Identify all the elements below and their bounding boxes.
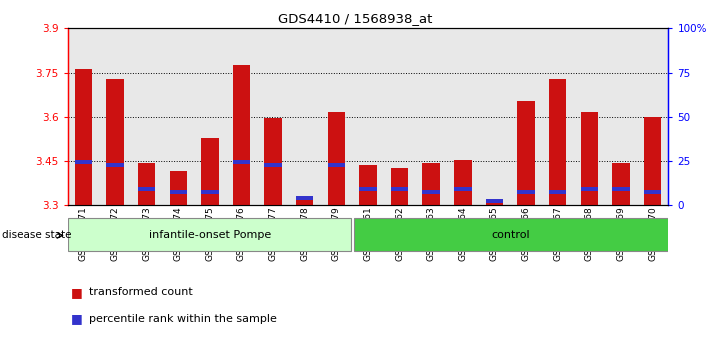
Bar	[518, 190, 535, 194]
Bar	[612, 162, 630, 205]
Bar	[581, 187, 598, 191]
Text: infantile-onset Pompe: infantile-onset Pompe	[149, 229, 271, 240]
Bar	[75, 160, 92, 164]
Bar	[549, 190, 567, 194]
Text: control: control	[491, 229, 530, 240]
Bar	[486, 201, 503, 205]
Bar	[257, 28, 289, 205]
Bar	[162, 28, 194, 205]
Bar	[479, 28, 510, 205]
Bar	[328, 163, 345, 167]
Text: percentile rank within the sample: percentile rank within the sample	[89, 314, 277, 324]
Bar	[359, 165, 377, 205]
Bar	[138, 163, 155, 205]
Text: disease state: disease state	[2, 230, 72, 240]
Bar	[359, 187, 377, 191]
Bar	[415, 28, 447, 205]
Bar	[422, 190, 440, 194]
Bar	[454, 187, 471, 191]
Bar	[68, 218, 351, 251]
Bar	[68, 28, 99, 205]
Bar	[296, 196, 314, 200]
Bar	[612, 187, 630, 191]
Bar	[391, 187, 408, 191]
Bar	[510, 28, 542, 205]
Bar	[321, 28, 352, 205]
Bar	[605, 28, 637, 205]
Bar	[289, 28, 321, 205]
Bar	[328, 112, 345, 205]
Bar	[518, 101, 535, 205]
Text: ■: ■	[71, 312, 83, 325]
Bar	[447, 28, 479, 205]
Bar	[581, 112, 598, 205]
Bar	[201, 190, 218, 194]
Text: ■: ■	[71, 286, 83, 298]
Bar	[131, 28, 162, 205]
Bar	[264, 163, 282, 167]
Text: GDS4410 / 1568938_at: GDS4410 / 1568938_at	[278, 12, 433, 25]
Bar	[384, 28, 415, 205]
Bar	[201, 138, 218, 205]
Bar	[542, 28, 574, 205]
Bar	[106, 79, 124, 205]
Bar	[225, 28, 257, 205]
Bar	[99, 28, 131, 205]
Bar	[75, 69, 92, 205]
Bar	[549, 79, 567, 205]
Bar	[352, 28, 384, 205]
Bar	[106, 163, 124, 167]
Bar	[454, 160, 471, 205]
Bar	[644, 190, 661, 194]
Bar	[169, 171, 187, 205]
Bar	[644, 118, 661, 205]
Bar	[391, 169, 408, 205]
Bar	[354, 218, 669, 251]
Bar	[637, 28, 668, 205]
Text: transformed count: transformed count	[89, 287, 193, 297]
Bar	[422, 162, 440, 205]
Bar	[232, 160, 250, 164]
Bar	[574, 28, 605, 205]
Bar	[138, 187, 155, 191]
Bar	[194, 28, 225, 205]
Bar	[296, 198, 314, 205]
Bar	[169, 190, 187, 194]
Bar	[264, 118, 282, 205]
Bar	[486, 199, 503, 203]
Bar	[232, 65, 250, 205]
